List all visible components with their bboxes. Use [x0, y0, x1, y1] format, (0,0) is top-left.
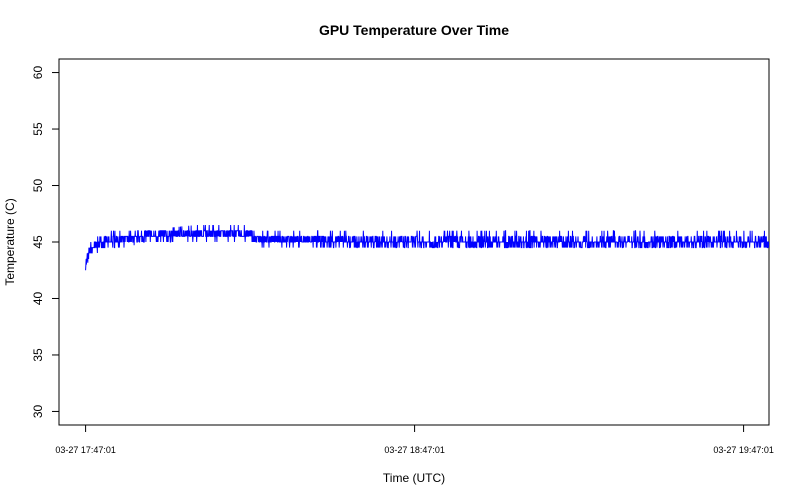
x-axis-label: Time (UTC) — [383, 471, 445, 485]
temperature-series-line — [85, 225, 769, 271]
y-tick-label: 30 — [31, 404, 45, 418]
series-layer — [85, 225, 769, 271]
y-axis: 30 35 40 45 50 55 60 — [31, 66, 60, 418]
x-axis: 03-27 17:47:01 03-27 18:47:01 03-27 19:47:… — [55, 424, 774, 455]
chart-title: GPU Temperature Over Time — [319, 22, 509, 38]
x-tick-label: 03-27 18:47:01 — [384, 445, 445, 455]
y-tick-label: 45 — [31, 235, 45, 249]
y-tick-label: 60 — [31, 66, 45, 80]
y-tick-label: 55 — [31, 122, 45, 136]
y-axis-label: Temperature (C) — [3, 198, 17, 285]
x-tick-label: 03-27 19:47:01 — [713, 445, 774, 455]
y-tick-label: 35 — [31, 348, 45, 362]
y-tick-label: 40 — [31, 291, 45, 305]
x-tick-label: 03-27 17:47:01 — [55, 445, 116, 455]
y-tick-label: 50 — [31, 179, 45, 193]
